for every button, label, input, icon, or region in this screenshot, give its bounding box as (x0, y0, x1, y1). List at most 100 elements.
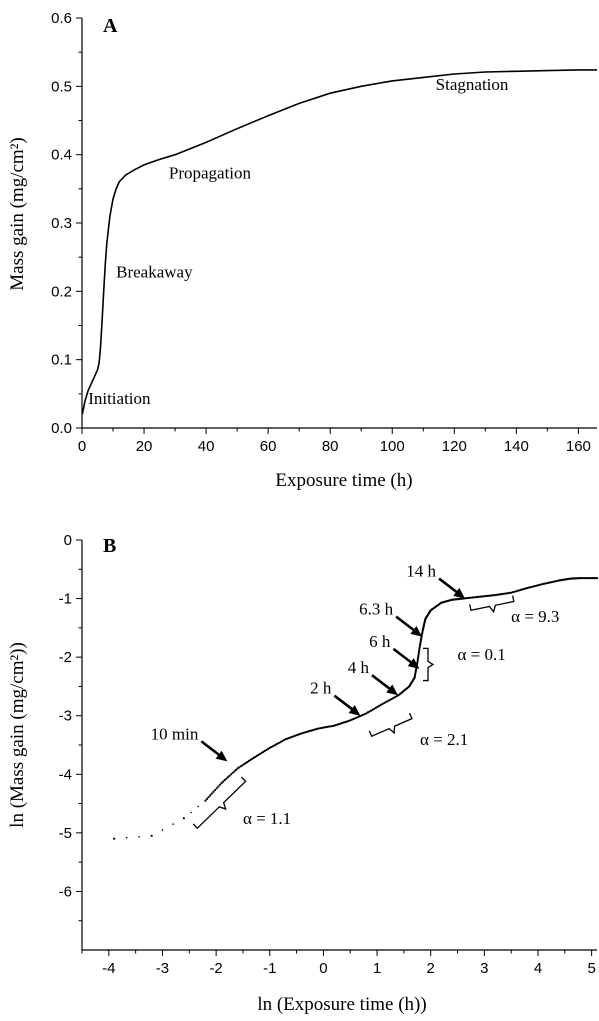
panel-b-data-point (505, 592, 508, 595)
panel-b-arrowhead (348, 705, 361, 716)
panel-b-data-point (238, 766, 241, 769)
panel-b-x-tick-label: 5 (587, 960, 595, 977)
panel-b-slope-label: α = 2.1 (420, 730, 468, 749)
panel-b-data-point (474, 596, 477, 599)
panel-a-y-tick-label: 0.2 (51, 283, 72, 300)
panel-a-x-axis-title: Exposure time (h) (275, 470, 412, 491)
panel-b-data-point (373, 707, 376, 710)
panel-b-arrowhead (386, 684, 398, 696)
panel-b-data-point (217, 785, 220, 788)
panel-b-data-point (254, 755, 257, 759)
panel-b-data-point (392, 696, 395, 700)
panel-b-arrowhead (410, 625, 423, 637)
panel-b-data-point (271, 745, 275, 748)
panel-b-data-point (489, 594, 492, 597)
panel-b-data-point (316, 727, 320, 730)
panel-a-annotation: Stagnation (436, 75, 509, 94)
panel-b-data-point (394, 695, 397, 699)
panel-b-data-point (469, 596, 472, 599)
panel-b-data-point (205, 797, 209, 801)
panel-b-data-point (252, 756, 255, 760)
panel-b-data-point (468, 596, 471, 600)
panel-b-data-point (473, 596, 476, 599)
panel-b-arrowhead (215, 750, 228, 762)
panel-b-data-point (379, 703, 382, 707)
panel-b-data-point (233, 770, 236, 773)
panel-b-data-point (586, 577, 589, 580)
panel-a-annotation: Initiation (88, 389, 151, 408)
panel-a-x-tick-label: 80 (322, 438, 339, 455)
panel-b-slope-brace (368, 712, 413, 738)
panel-b-data-point (223, 779, 226, 782)
panel-b-data-point (381, 702, 384, 706)
panel-b-data-point (210, 792, 213, 795)
panel-b-data-point (416, 660, 419, 663)
panel-b-x-tick-label: -4 (102, 960, 115, 977)
panel-b-data-point (386, 700, 389, 703)
panel-b-x-tick-label: -2 (209, 960, 222, 977)
panel-b-data-point (242, 763, 246, 766)
panel-b-data-point (492, 594, 495, 597)
panel-b-label: B (103, 535, 116, 557)
panel-b-data-point (395, 695, 398, 698)
panel-b-data-point (418, 647, 421, 651)
panel-b-data-point (259, 752, 262, 756)
panel-a-y-tick-label: 0.3 (51, 215, 72, 232)
panel-b-data-point (592, 577, 595, 580)
panel-b-data-point (268, 746, 271, 750)
panel-a-x-tick-label: 160 (566, 438, 591, 455)
panel-b-slope-brace (192, 776, 247, 830)
panel-a-annotation: Breakaway (116, 263, 193, 282)
panel-b-data-point (579, 577, 583, 580)
panel-b-data-point (251, 757, 254, 761)
panel-b-data-point (540, 583, 543, 586)
panel-b-time-label: 14 h (406, 562, 436, 581)
panel-b-data-point (417, 654, 420, 658)
panel-b-data-point (161, 829, 164, 831)
panel-b-arrowhead (453, 587, 466, 599)
panel-a-y-tick-label: 0.4 (51, 147, 72, 164)
panel-b-data-point (260, 751, 263, 755)
panel-b-data-point (204, 799, 207, 802)
panel-b-x-tick-label: -3 (156, 960, 169, 977)
panel-b-y-tick-label: -4 (59, 766, 72, 783)
panel-a-annotation: Propagation (169, 164, 252, 183)
panel-a-x-tick-label: 0 (78, 438, 86, 455)
panel-b-x-tick-label: 2 (427, 960, 435, 977)
panel-b-data-point (209, 794, 212, 797)
panel-b-data-point (239, 765, 242, 768)
panel-b-data-point (278, 741, 281, 744)
panel-b-y-tick-label: -2 (59, 649, 72, 666)
panel-b-data-point (334, 724, 337, 727)
panel-b-data-point (207, 796, 210, 799)
panel-a-y-axis-title: Mass gain (mg/cm²) (7, 137, 28, 290)
panel-b-data-point (418, 646, 421, 649)
panel-b-data-point (138, 836, 140, 838)
panel-b-data-point (465, 597, 468, 600)
panel-b-data-point (172, 823, 174, 825)
panel-b-data-point (500, 593, 503, 596)
panel-b-data-point (374, 706, 378, 709)
panel-a-x-tick-label: 100 (380, 438, 405, 455)
panel-b-data-point (581, 577, 584, 580)
panel-b-data-point (417, 653, 420, 656)
panel-b-data-point (244, 762, 247, 765)
panel-b-data-point (241, 764, 244, 767)
panel-b-data-point (215, 787, 218, 790)
panel-b-data-point (230, 773, 233, 776)
panel-b-data-point (182, 817, 185, 820)
panel-a-x-tick-label: 20 (136, 438, 153, 455)
panel-b-data-point (368, 710, 371, 713)
panel-b-data-point (476, 595, 479, 599)
panel-b-data-point (231, 771, 234, 774)
panel-b-data-point (212, 790, 215, 794)
panel-b-data-point (366, 711, 369, 714)
panel-a-series-line (81, 69, 597, 415)
panel-b-slope-label: α = 0.1 (458, 645, 506, 664)
panel-b-data-point (594, 577, 597, 580)
panel-b-data-point (376, 705, 379, 708)
panel-b-data-point (197, 805, 199, 808)
panel-b-data-point (418, 649, 421, 652)
panel-a: A Exposure time (h) Mass gain (mg/cm²) 0… (7, 10, 597, 491)
